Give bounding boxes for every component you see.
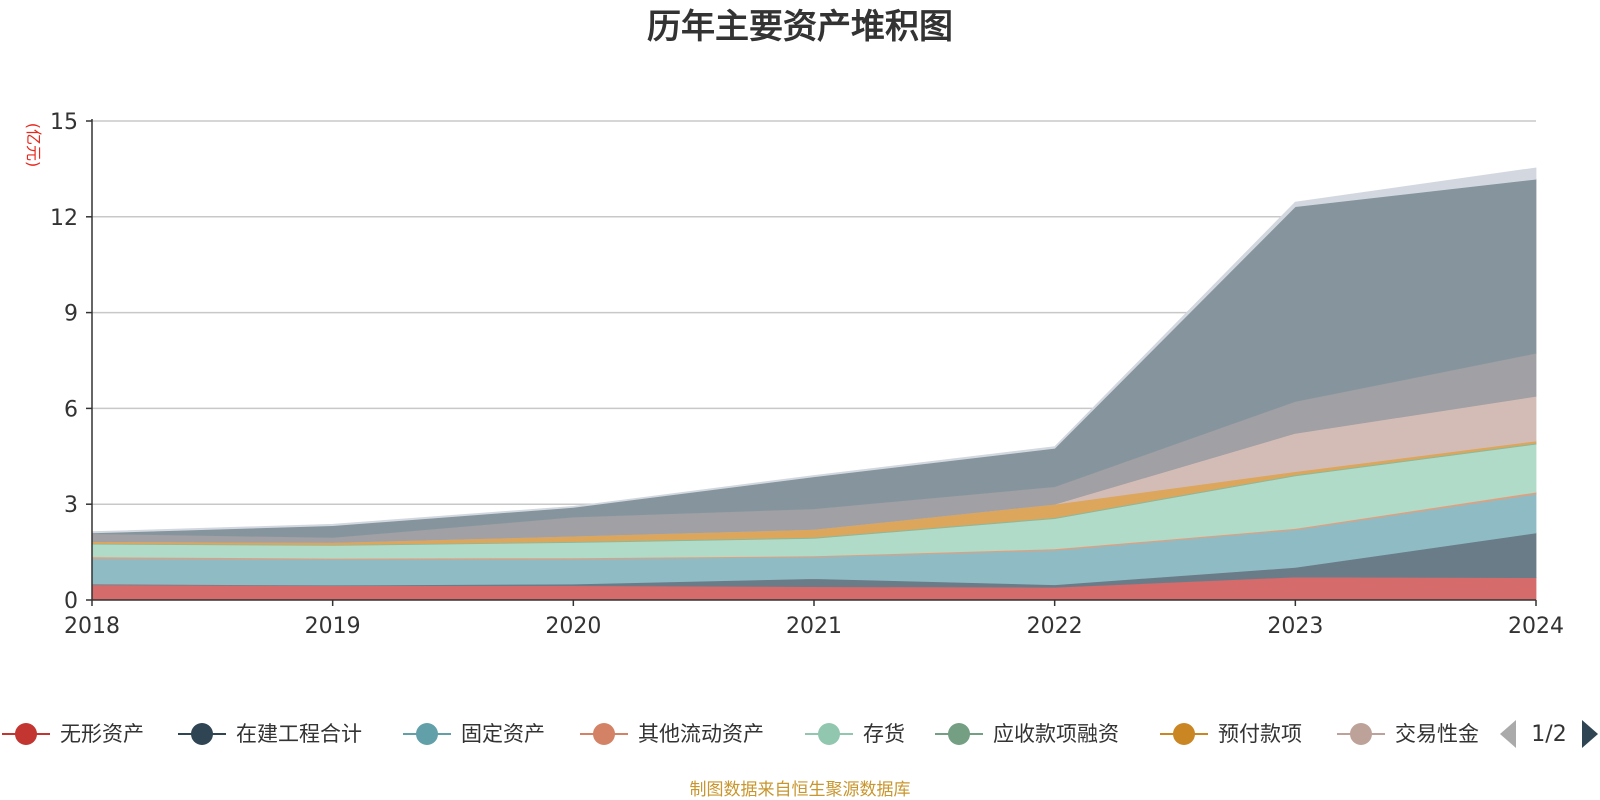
y-axis-unit: (亿元) bbox=[24, 123, 43, 168]
legend-marker-icon bbox=[818, 723, 840, 745]
legend[interactable]: 无形资产 在建工程合计 固定资产 其他流动资产 存货 应收款项融资 预付款项 交易性金 bbox=[2, 722, 1479, 746]
legend-label: 其他流动资产 bbox=[638, 722, 764, 746]
legend-label: 存货 bbox=[863, 722, 905, 746]
legend-marker-icon bbox=[191, 723, 213, 745]
x-tick-label: 2024 bbox=[1508, 614, 1564, 639]
legend-item-8[interactable]: 交易性金 bbox=[1337, 722, 1479, 746]
legend-marker-icon bbox=[593, 723, 615, 745]
y-tick-label: 12 bbox=[50, 206, 78, 231]
area-series bbox=[91, 167, 1537, 601]
y-tick-label: 6 bbox=[64, 397, 78, 422]
pager-next-icon[interactable] bbox=[1582, 720, 1598, 748]
legend-item-1[interactable]: 无形资产 bbox=[2, 722, 144, 746]
legend-label: 在建工程合计 bbox=[236, 722, 362, 746]
legend-marker-icon bbox=[948, 723, 970, 745]
x-axis-ticks: 2018 2019 2020 2021 2022 2023 2024 bbox=[64, 600, 1564, 639]
legend-item-6[interactable]: 应收款项融资 bbox=[935, 722, 1119, 746]
legend-label: 交易性金 bbox=[1395, 722, 1479, 746]
y-tick-label: 3 bbox=[64, 493, 78, 518]
data-source: 制图数据来自恒生聚源数据库 bbox=[690, 780, 911, 800]
y-tick-label: 15 bbox=[50, 110, 78, 135]
legend-item-4[interactable]: 其他流动资产 bbox=[580, 722, 764, 746]
legend-marker-icon bbox=[15, 723, 37, 745]
pager-label: 1/2 bbox=[1531, 722, 1566, 747]
legend-label: 无形资产 bbox=[60, 722, 144, 746]
legend-item-7[interactable]: 预付款项 bbox=[1160, 722, 1302, 746]
legend-label: 应收款项融资 bbox=[993, 722, 1119, 746]
x-tick-label: 2018 bbox=[64, 614, 120, 639]
x-tick-label: 2021 bbox=[786, 614, 842, 639]
x-tick-label: 2020 bbox=[545, 614, 601, 639]
legend-item-5[interactable]: 存货 bbox=[805, 722, 905, 746]
y-axis-ticks: 0 3 6 9 12 15 bbox=[50, 110, 92, 614]
y-tick-label: 9 bbox=[64, 302, 78, 327]
x-tick-label: 2023 bbox=[1267, 614, 1323, 639]
x-tick-label: 2019 bbox=[305, 614, 361, 639]
legend-marker-icon bbox=[416, 723, 438, 745]
area-series-11 bbox=[91, 167, 1537, 534]
legend-label: 预付款项 bbox=[1218, 722, 1302, 746]
legend-item-3[interactable]: 固定资产 bbox=[403, 722, 545, 746]
legend-pager[interactable]: 1/2 bbox=[1500, 720, 1598, 748]
legend-marker-icon bbox=[1173, 723, 1195, 745]
chart-title: 历年主要资产堆积图 bbox=[647, 7, 953, 47]
legend-label: 固定资产 bbox=[461, 722, 545, 746]
legend-item-2[interactable]: 在建工程合计 bbox=[178, 722, 362, 746]
pager-prev-icon[interactable] bbox=[1500, 720, 1516, 748]
x-tick-label: 2022 bbox=[1027, 614, 1083, 639]
legend-marker-icon bbox=[1350, 723, 1372, 745]
y-tick-label: 0 bbox=[64, 589, 78, 614]
